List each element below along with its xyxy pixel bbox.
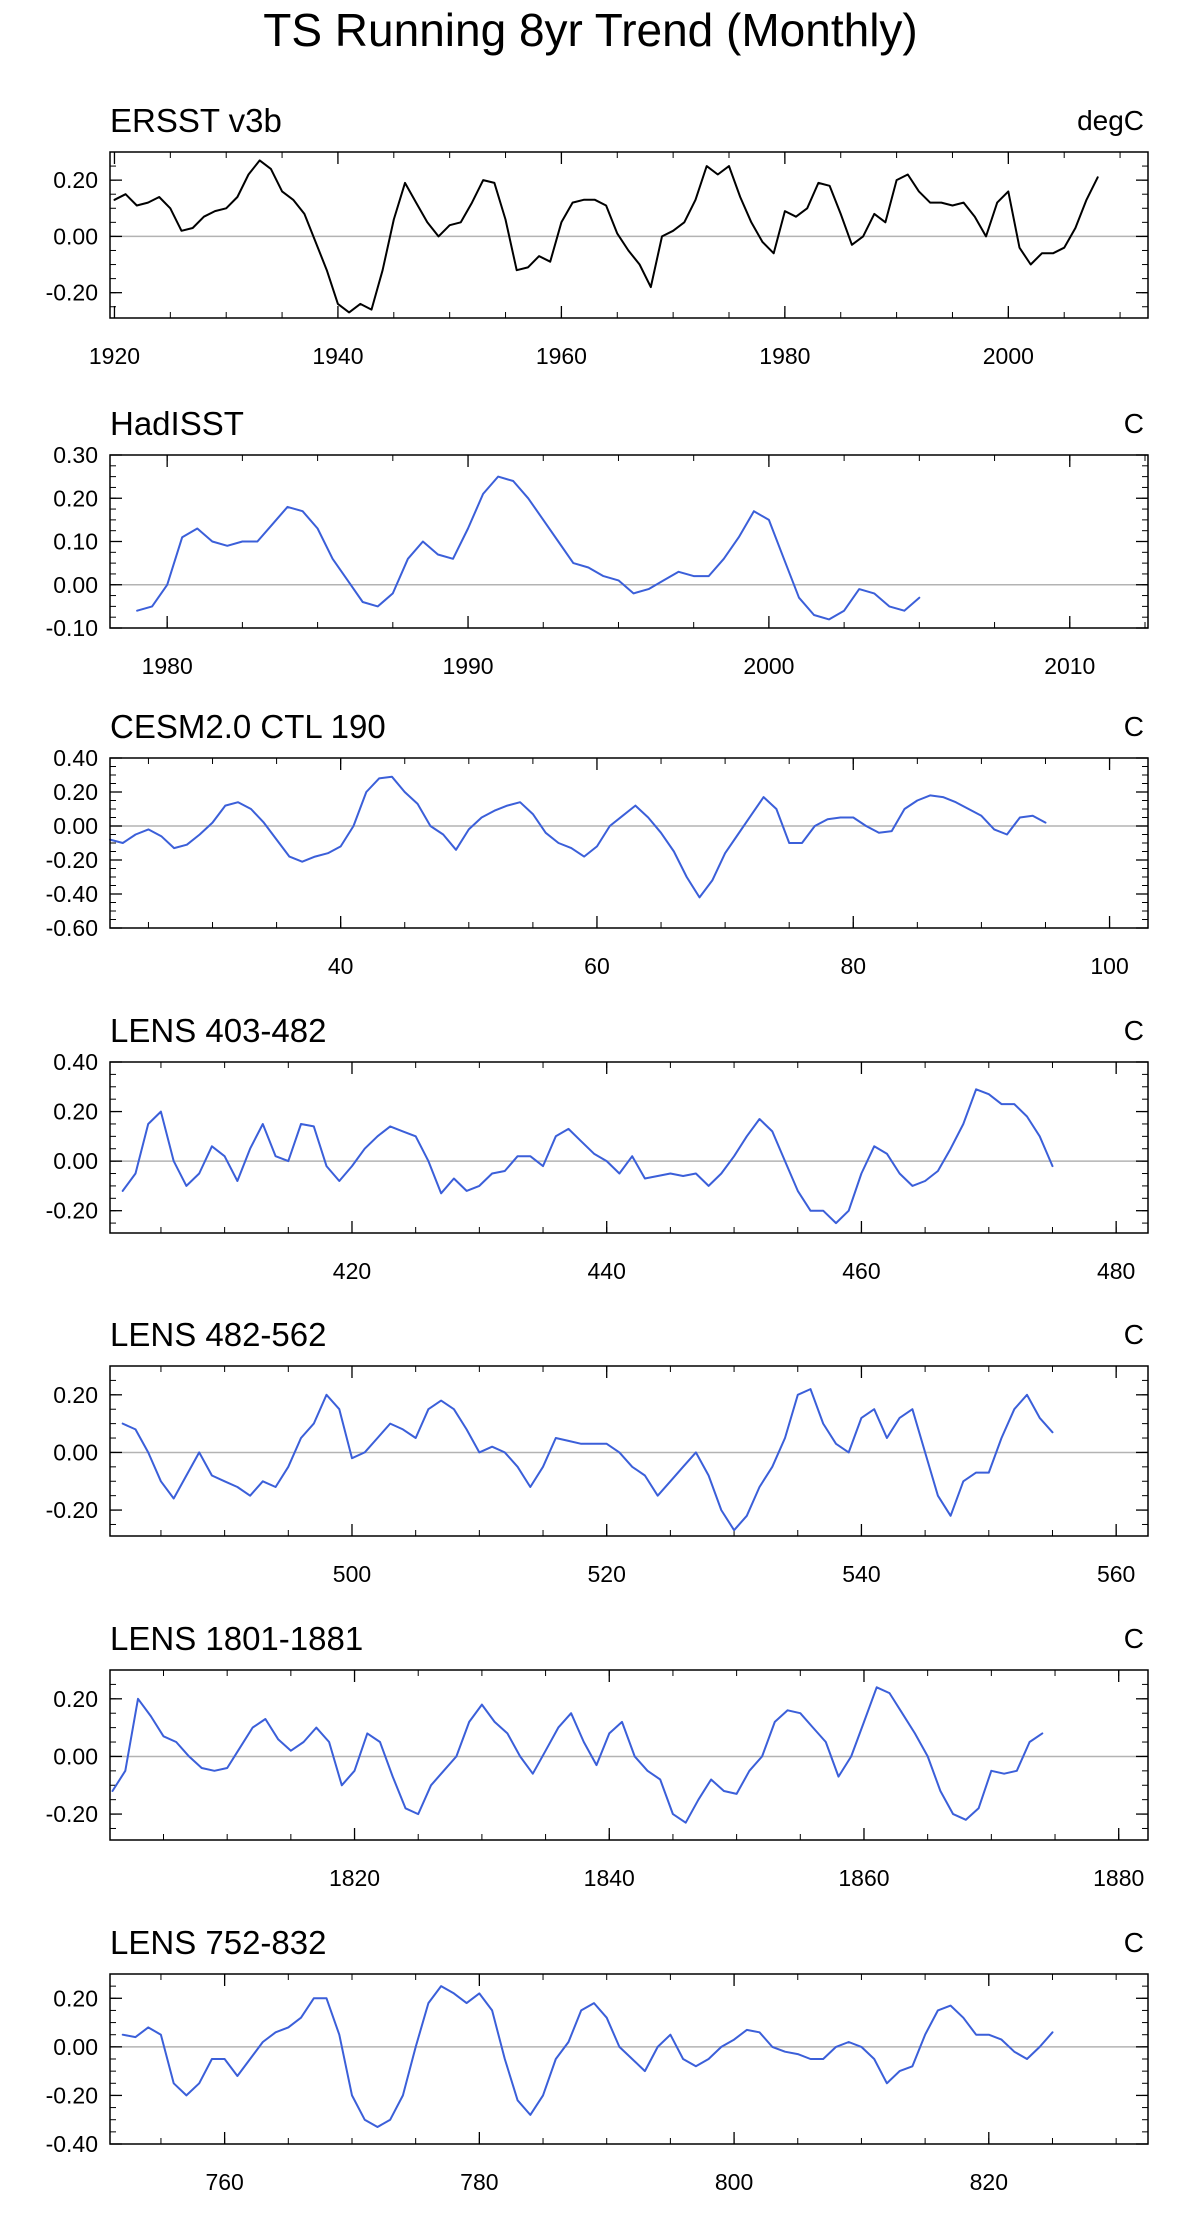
- x-tick-label: 100: [1090, 953, 1128, 979]
- y-tick-label: 0.00: [53, 572, 98, 598]
- x-tick-label: 1960: [536, 343, 587, 369]
- y-tick-label: 0.20: [53, 167, 98, 193]
- panel-title: CESM2.0 CTL 190: [110, 708, 386, 745]
- series-line: [111, 1686, 1044, 1824]
- plot-frame: [109, 151, 1149, 319]
- y-tick-label: 0.00: [53, 2034, 98, 2060]
- x-tick-label: 500: [333, 1561, 371, 1587]
- x-tick-label: 1860: [838, 1865, 889, 1891]
- panel-title: LENS 1801-1881: [110, 1620, 363, 1657]
- panel-title: HadISST: [110, 405, 244, 442]
- panel-units: C: [1124, 1319, 1144, 1350]
- series-line: [121, 1388, 1054, 1532]
- y-tick-label: 0.00: [53, 1148, 98, 1174]
- panel-units: degC: [1077, 105, 1144, 136]
- x-tick-label: 1940: [312, 343, 363, 369]
- y-tick-label: -0.40: [46, 2131, 98, 2157]
- y-tick-label: 0.20: [53, 1985, 98, 2011]
- x-tick-label: 780: [460, 2169, 498, 2195]
- x-tick-label: 80: [840, 953, 866, 979]
- panel-units: C: [1124, 711, 1144, 742]
- y-tick-label: 0.20: [53, 1099, 98, 1125]
- series-line: [121, 1088, 1054, 1225]
- panel-title: LENS 403-482: [110, 1012, 326, 1049]
- x-tick-label: 440: [588, 1258, 626, 1284]
- plot-frame: [109, 1365, 1149, 1537]
- y-tick-label: 0.40: [53, 1049, 98, 1075]
- x-tick-label: 1920: [89, 343, 140, 369]
- chart-panel-3: CESM2.0 CTL 190 C 40 60 80 100 -0.60 -0.40 -0.20…: [46, 708, 1149, 979]
- x-tick-label: 1880: [1093, 1865, 1144, 1891]
- plot-frame: [109, 454, 1149, 629]
- panel-units: C: [1124, 1623, 1144, 1654]
- x-tick-label: 60: [584, 953, 610, 979]
- x-tick-label: 460: [842, 1258, 880, 1284]
- x-tick-label: 2000: [743, 653, 794, 679]
- panel-units: C: [1124, 1927, 1144, 1958]
- x-tick-label: 1980: [759, 343, 810, 369]
- x-tick-label: 560: [1097, 1561, 1135, 1587]
- panel-title: LENS 482-562: [110, 1316, 326, 1353]
- chart-panel-6: LENS 1801-1881 C 1820 1840 1860 1880 -0.20 0.00…: [46, 1620, 1149, 1891]
- chart-panel-2: HadISST C 1980 1990 2000 2010 -0.10 0.00 0.10 0.2…: [46, 405, 1149, 679]
- y-tick-label: -0.20: [46, 1801, 98, 1827]
- chart-panel-5: LENS 482-562 C 500 520 540 560 -0.20 0.00 0.20: [46, 1316, 1149, 1587]
- plot-frame: [109, 757, 1149, 929]
- chart-panel-4: LENS 403-482 C 420 440 460 480 -0.20 0.00 0.20 0.…: [46, 1012, 1149, 1284]
- plot-frame: [109, 1669, 1149, 1841]
- x-tick-label: 800: [715, 2169, 753, 2195]
- y-tick-label: -0.20: [46, 2082, 98, 2108]
- chart-panel-7: LENS 752-832 C 760 780 800 820 -0.40 -0.20 0.00 0…: [46, 1924, 1149, 2195]
- y-tick-label: 0.20: [53, 779, 98, 805]
- y-tick-label: 0.10: [53, 529, 98, 555]
- y-tick-label: 0.40: [53, 745, 98, 771]
- x-tick-label: 1990: [442, 653, 493, 679]
- y-tick-label: 0.00: [53, 1743, 98, 1769]
- x-tick-label: 420: [333, 1258, 371, 1284]
- chart-panel-1: ERSST v3b degC 1920 1940 1960 1980 2000 -0.20 0.…: [46, 102, 1149, 369]
- series-line: [109, 775, 1047, 899]
- y-tick-label: -0.60: [46, 915, 98, 941]
- y-tick-label: 0.00: [53, 1439, 98, 1465]
- y-tick-label: -0.20: [46, 280, 98, 306]
- x-tick-label: 480: [1097, 1258, 1135, 1284]
- x-tick-label: 1840: [584, 1865, 635, 1891]
- y-tick-label: 0.20: [53, 485, 98, 511]
- y-tick-label: -0.20: [46, 1497, 98, 1523]
- series-line: [113, 159, 1099, 314]
- x-tick-label: 1820: [329, 1865, 380, 1891]
- series-line: [136, 475, 921, 621]
- y-tick-label: 0.00: [53, 813, 98, 839]
- figure-title: TS Running 8yr Trend (Monthly): [263, 4, 918, 56]
- y-tick-label: -0.20: [46, 847, 98, 873]
- panel-title: LENS 752-832: [110, 1924, 326, 1961]
- y-tick-label: 0.20: [53, 1382, 98, 1408]
- series-line: [121, 1985, 1054, 2128]
- y-tick-label: -0.40: [46, 881, 98, 907]
- y-tick-label: 0.30: [53, 442, 98, 468]
- plot-frame: [109, 1061, 1149, 1234]
- y-tick-label: -0.20: [46, 1198, 98, 1224]
- x-tick-label: 760: [205, 2169, 243, 2195]
- panel-units: C: [1124, 408, 1144, 439]
- panel-units: C: [1124, 1015, 1144, 1046]
- x-tick-label: 1980: [142, 653, 193, 679]
- x-tick-label: 2010: [1044, 653, 1095, 679]
- x-tick-label: 540: [842, 1561, 880, 1587]
- x-tick-label: 2000: [983, 343, 1034, 369]
- y-tick-label: -0.10: [46, 615, 98, 641]
- x-tick-label: 40: [328, 953, 354, 979]
- x-tick-label: 520: [588, 1561, 626, 1587]
- y-tick-label: 0.20: [53, 1686, 98, 1712]
- x-tick-label: 820: [970, 2169, 1008, 2195]
- y-tick-label: 0.00: [53, 223, 98, 249]
- plot-frame: [109, 1973, 1149, 2145]
- panel-title: ERSST v3b: [110, 102, 282, 139]
